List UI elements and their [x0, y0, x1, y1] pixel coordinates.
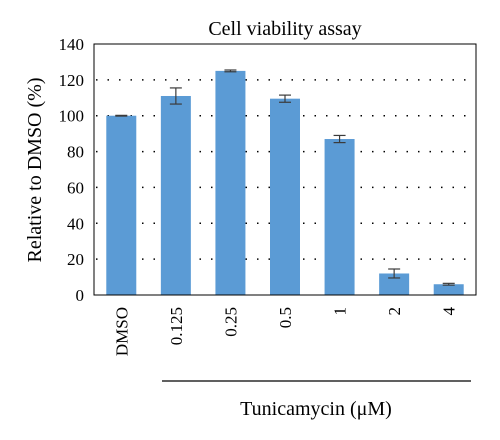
- y-tick-labels: 0 20 40 60 80 100 120 140: [59, 35, 85, 305]
- y-tick-label: 40: [67, 214, 84, 233]
- error-bars: [115, 69, 455, 286]
- error-bar: [279, 94, 291, 103]
- y-tick-label: 20: [67, 250, 84, 269]
- y-tick-label: 0: [76, 286, 85, 305]
- y-tick-label: 140: [59, 35, 85, 54]
- y-tick-label: 60: [67, 178, 84, 197]
- x-tick-label: 0.125: [167, 307, 186, 345]
- bars: [106, 70, 464, 296]
- bar: [160, 95, 191, 295]
- y-tick-label: 120: [59, 71, 85, 90]
- bar: [324, 139, 355, 295]
- error-bar: [224, 69, 237, 73]
- error-bar: [442, 282, 455, 286]
- x-tick-label: 0.25: [221, 307, 240, 337]
- error-bar: [115, 114, 128, 117]
- x-tick-label: 2: [385, 307, 404, 316]
- chart-title: Cell viability assay: [208, 18, 361, 40]
- x-tick-label: DMSO: [112, 307, 131, 356]
- bar: [270, 98, 300, 295]
- bar: [433, 284, 464, 295]
- y-tick-label: 80: [67, 143, 84, 162]
- x-tick-labels: DMSO 0.125 0.25 0.5 1 2 4: [112, 307, 458, 357]
- error-bar: [388, 268, 401, 279]
- x-tick-label: 1: [331, 307, 350, 316]
- y-tick-label: 100: [59, 107, 85, 126]
- error-bar: [169, 87, 182, 105]
- x-tick-label: 0.5: [276, 307, 295, 328]
- bar: [106, 115, 137, 295]
- bar: [379, 273, 410, 295]
- y-axis-title: Relative to DMSO (%): [24, 78, 46, 263]
- group-label: Tunicamycin (μM): [240, 398, 392, 420]
- bar: [215, 70, 246, 296]
- x-tick-label: 4: [440, 307, 459, 316]
- error-bar: [333, 134, 346, 144]
- plot-frame: [93, 43, 477, 296]
